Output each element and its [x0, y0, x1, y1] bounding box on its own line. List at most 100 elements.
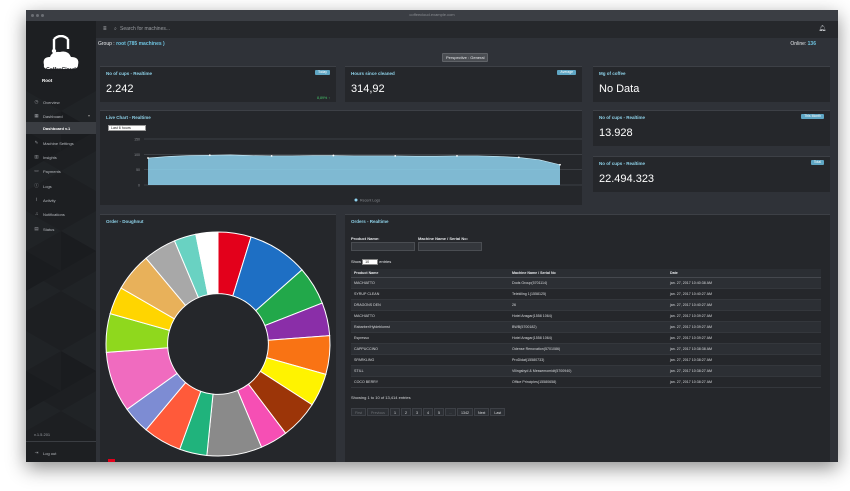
pager-page[interactable]: 4	[422, 408, 433, 416]
sidebar-item-overview[interactable]: ◷ Overview	[26, 96, 96, 108]
info-icon: ⓘ	[34, 183, 39, 188]
credit-card-icon: ▭	[34, 168, 39, 173]
search-icon: ⌕	[114, 26, 117, 32]
pager-page[interactable]: 2	[400, 408, 411, 416]
table-cell: Teleklling 1(1558125)	[509, 288, 667, 300]
table-cell: Hotel Ansgar(1558 1064)	[509, 332, 667, 344]
group-prefix: Group :	[98, 41, 117, 47]
table-row[interactable]: SYRUP CLEAN Teleklling 1(1558125) jan. 27,…	[351, 288, 821, 300]
sidebar-item-logout[interactable]: ⇥ Log out	[26, 447, 96, 459]
doughnut-slice[interactable]	[195, 231, 219, 296]
page-size-select[interactable]: 10	[362, 259, 379, 265]
sidebar-item-label: Notifications	[43, 212, 65, 217]
data-point[interactable]	[517, 156, 520, 159]
time-range-select[interactable]: Last 6 hours	[108, 125, 146, 131]
table-cell: jan. 27, 2017 10:38:27 AM	[667, 376, 821, 388]
sidebar-item-status[interactable]: ▤ Status	[26, 223, 96, 235]
today-button[interactable]: Today	[314, 70, 330, 75]
sidebar-item-label: Overview	[43, 100, 60, 105]
total-button[interactable]: Total	[810, 160, 824, 165]
notification-bell-icon[interactable]: 🔔︎	[818, 26, 826, 32]
user-name: Root	[42, 78, 53, 83]
sidebar-item-payments[interactable]: ▭ Payments	[26, 165, 96, 177]
panel-title: Live Chart - Realtime	[106, 115, 151, 120]
this-month-button[interactable]: This Month	[801, 114, 824, 119]
machine-filter-label: Machine Name / Serial No:	[418, 236, 469, 241]
table-cell: Odense Renovation(5701086)	[509, 343, 667, 355]
show-label: Show	[351, 259, 362, 265]
data-point[interactable]	[394, 154, 397, 157]
y-tick-label: 0	[138, 184, 140, 188]
panel-title: Mg of coffee	[599, 71, 626, 76]
table-cell: jan. 27, 2017 10:39:27 AM	[667, 332, 821, 344]
data-point[interactable]	[456, 154, 458, 157]
sidebar-item-label: Dashboard	[43, 114, 63, 119]
table-cell: jan. 27, 2017 10:39:27 AM	[667, 321, 821, 333]
column-header[interactable]: Date	[667, 269, 821, 278]
table-row[interactable]: DRAGONS DEN 26 jan. 27, 2017 10:40:27 AM	[351, 299, 821, 311]
wrench-icon: ✎	[34, 140, 39, 145]
table-row[interactable]: SPARKLING ProDidat(15580733) jan. 27, 2017…	[351, 354, 821, 366]
table-row[interactable]: MACHIATTO Dods Group(5701114) jan. 27, 201…	[351, 277, 821, 289]
sidebar-item-activity[interactable]: ⌇ Activity	[26, 194, 96, 206]
sidebar-item-dashboard-v1[interactable]: Dashboard v.1	[26, 122, 96, 134]
sidebar-item-label: Status	[43, 227, 55, 232]
sidebar-pattern	[26, 91, 96, 431]
data-point[interactable]	[147, 157, 149, 159]
data-point[interactable]	[208, 154, 211, 157]
menu-icon[interactable]: ≡	[103, 26, 107, 32]
data-point[interactable]	[270, 154, 273, 157]
legend-swatch	[354, 198, 358, 202]
bar-chart-icon: ▥	[34, 154, 39, 159]
table-row[interactable]: COCO BERRY Office Principles(15580658) jan…	[351, 376, 821, 388]
table-row[interactable]: Espresso Hotel Ansgar(1558 1064) jan. 27, …	[351, 332, 821, 344]
pager-previous[interactable]: Previous	[367, 408, 389, 416]
product-filter-input[interactable]	[351, 242, 415, 251]
perspective-selector[interactable]: Perspective : General	[442, 53, 489, 62]
pager-last[interactable]: Last	[490, 408, 506, 416]
table-cell: DRAGONS DEN	[351, 299, 509, 311]
close-window-icon[interactable]	[31, 14, 34, 17]
doughnut-panel: Order - Doughnut	[100, 214, 336, 462]
entries-label: entries	[379, 259, 392, 265]
table-cell: 26	[509, 299, 667, 311]
online-status: Online: 136	[790, 41, 816, 47]
data-point[interactable]	[559, 163, 561, 166]
minimize-window-icon[interactable]	[36, 14, 39, 17]
data-point[interactable]	[332, 154, 335, 157]
pager-first[interactable]: First	[351, 408, 366, 416]
search-input[interactable]	[120, 24, 320, 34]
average-button[interactable]: Average	[557, 70, 576, 75]
sidebar-item-machine-settings[interactable]: ✎ Machine Settings	[26, 137, 96, 149]
panel-title: Order - Doughnut	[106, 219, 144, 224]
maximize-window-icon[interactable]	[41, 14, 44, 17]
column-header[interactable]: Product Name	[351, 269, 509, 278]
page-size-control: Show 10 entries	[351, 259, 391, 265]
hours-cleaned-panel: Hours since cleaned Average 314,92	[345, 66, 582, 102]
column-header[interactable]: Machine Name / Serial No	[509, 269, 667, 278]
machine-filter-input[interactable]	[418, 242, 482, 251]
pager-ellipsis: ...	[444, 408, 456, 416]
pager-page[interactable]: 1	[389, 408, 400, 416]
table-row[interactable]: STILL Vilingsbyd & Messemomidt(5700940) ja…	[351, 365, 821, 377]
table-cell: jan. 27, 2017 10:40:27 AM	[667, 299, 821, 311]
sidebar-item-notifications[interactable]: ♫ Notifications	[26, 208, 96, 220]
group-name: root	[116, 41, 126, 47]
cups-month-panel: No of cups - Realtime This Month 13.928	[593, 110, 830, 146]
pager-page[interactable]: 5	[433, 408, 444, 416]
sidebar-item-insights[interactable]: ▥ Insights	[26, 151, 96, 163]
panel-title: Orders - Realtime	[351, 219, 389, 224]
table-row[interactable]: CAPPUCCINO Odense Renovation(5701086) jan.…	[351, 343, 821, 355]
sidebar-item-dashboard[interactable]: ▦ Dashboard ▾	[26, 110, 96, 122]
orders-panel: Orders - Realtime Product Name: Machine …	[345, 214, 830, 462]
sidebar-item-logs[interactable]: ⓘ Logs	[26, 180, 96, 192]
pager-page[interactable]: 1342	[456, 408, 473, 416]
pager-page[interactable]: 3	[411, 408, 422, 416]
sidebar-item-label: Dashboard v.1	[43, 126, 71, 131]
table-row[interactable]: Rabarber/Hyldeblomst BWB(5700182) jan. 27,…	[351, 321, 821, 333]
sidebar: CoffeeCloud Root ◷ Overview ▦ Dashboard …	[26, 21, 96, 462]
title-bar: coffeecloud.example.com	[26, 10, 838, 21]
pager-next[interactable]: Next	[473, 408, 490, 416]
table-cell: SPARKLING	[351, 354, 509, 366]
table-row[interactable]: MACHIATTO Hotel Ansgar(1558 1064) jan. 27,…	[351, 310, 821, 322]
